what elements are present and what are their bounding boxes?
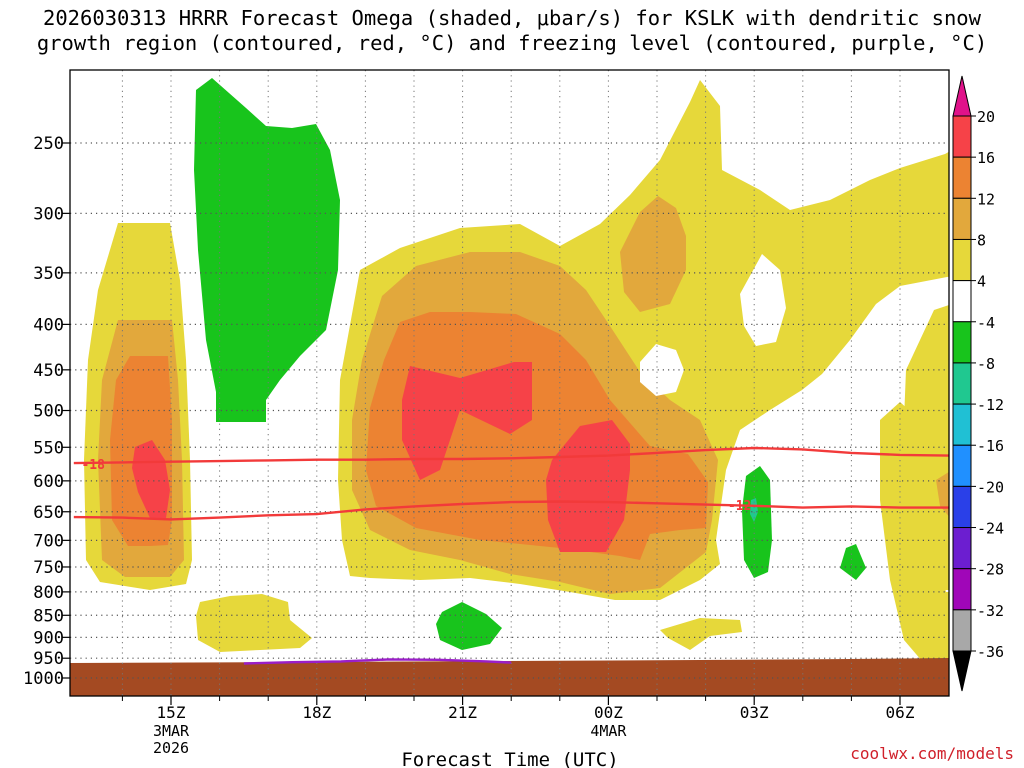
colorbar-label-10: -24	[977, 520, 1004, 538]
colorbar-label-7: -12	[977, 396, 1004, 414]
colorbar-label-11: -28	[977, 561, 1004, 579]
colorbar-segment-8	[952, 444, 972, 487]
omega-fill-main-16-20-b	[546, 420, 630, 552]
y-tick-label-850: 850	[33, 606, 64, 626]
omega-fill-right-lower-4-8	[880, 402, 949, 693]
colorbar-label-2: 12	[977, 190, 995, 208]
colorbar-segment-12	[952, 609, 972, 652]
omega-fill-lowband-1	[196, 594, 312, 652]
x-tick-sublabel-2026: 2026	[153, 739, 189, 757]
omega-fill-teal-right	[750, 498, 758, 522]
omega-fill-upper-8-12	[620, 196, 686, 312]
y-tick-label-500: 500	[33, 402, 64, 422]
y-tick-label-750: 750	[33, 558, 64, 578]
y-tick-label-350: 350	[33, 264, 64, 284]
colorbar-label-4: 4	[977, 273, 986, 291]
colorbar-segment-4	[952, 280, 972, 323]
omega-fill-left-16-20	[132, 440, 170, 518]
omega-fill-green-right	[742, 466, 772, 578]
contour-dgz-lower	[73, 500, 949, 521]
ground-surface	[70, 658, 949, 696]
x-tick-label-03Z: 03Z	[740, 703, 769, 722]
omega-fill-right-8-12	[936, 471, 949, 517]
y-axis: 2503003504004505005506006507007508008509…	[23, 134, 70, 689]
y-tick-label-450: 450	[33, 361, 64, 381]
colorbar-top-arrow	[952, 75, 972, 117]
omega-fill-green-small	[840, 544, 866, 580]
colorbar-segment-0	[952, 115, 972, 158]
y-tick-label-300: 300	[33, 204, 64, 224]
contour-freezing-level	[243, 658, 512, 665]
colorbar-label-6: -8	[977, 355, 995, 373]
x-tick-sublabel-3MAR: 3MAR	[153, 722, 190, 740]
colorbar-segment-1	[952, 156, 972, 199]
y-tick-label-1000: 1000	[23, 669, 64, 689]
colorbar: 20 16 12 8 4 -4 -8 -12 -16 -20 -24 -28 -32 -36	[952, 75, 1004, 692]
y-tick-label-950: 950	[33, 649, 64, 669]
colorbar-segment-6	[952, 362, 972, 405]
y-tick-label-400: 400	[33, 315, 64, 335]
x-tick-label-21Z: 21Z	[448, 703, 477, 722]
omega-fill-main-16-20-a	[402, 362, 532, 480]
contours: -18 -12	[73, 446, 949, 665]
colorbar-segment-9	[952, 485, 972, 529]
plot-area: -18 -12	[70, 70, 949, 696]
x-tick-label-06Z: 06Z	[886, 703, 915, 722]
x-axis-label: Forecast Time (UTC)	[401, 749, 618, 768]
y-tick-label-700: 700	[33, 531, 64, 551]
colorbar-label-9: -20	[977, 478, 1004, 496]
y-tick-label-800: 800	[33, 583, 64, 603]
omega-fill-green-top	[194, 78, 340, 422]
y-tick-label-600: 600	[33, 472, 64, 492]
gridlines	[70, 70, 949, 696]
colorbar-segment-7	[952, 403, 972, 446]
contour-label-dgz-lower: -12	[728, 499, 751, 514]
colorbar-label-3: 8	[977, 231, 986, 249]
y-tick-label-900: 900	[33, 628, 64, 648]
colorbar-bottom-arrow	[952, 650, 972, 692]
chart-title-line-1: 2026030313 HRRR Forecast Omega (shaded, …	[43, 6, 981, 30]
colorbar-label-5: -4	[977, 314, 995, 332]
credit-text: coolwx.com/models	[850, 744, 1014, 763]
colorbar-segment-2	[952, 197, 972, 240]
y-tick-label-250: 250	[33, 134, 64, 154]
colorbar-segment-3	[952, 238, 972, 282]
colorbar-segment-5	[952, 321, 972, 364]
x-tick-label-15Z: 15Z	[157, 703, 186, 722]
chart-title: 2026030313 HRRR Forecast Omega (shaded, …	[0, 6, 1024, 56]
contour-label-dgz-upper: -18	[81, 458, 105, 473]
omega-fill-lowband-2	[660, 618, 742, 650]
colorbar-label-0: 20	[977, 108, 995, 126]
colorbar-segment-11	[952, 568, 972, 611]
contour-dgz-upper	[73, 446, 949, 465]
x-tick-label-00Z: 00Z	[594, 703, 623, 722]
chart-title-line-2: growth region (contoured, red, °C) and f…	[36, 31, 988, 55]
y-tick-label-550: 550	[33, 438, 64, 458]
plot-frame	[69, 69, 950, 697]
x-tick-label-18Z: 18Z	[302, 703, 331, 722]
colorbar-label-1: 16	[977, 149, 995, 167]
colorbar-label-12: -32	[977, 602, 1004, 620]
x-tick-sublabel-4MAR: 4MAR	[590, 722, 627, 740]
omega-gap-hole-1	[740, 254, 786, 346]
colorbar-label-13: -36	[977, 643, 1004, 661]
omega-gap-hole-2	[640, 344, 684, 396]
colorbar-segment-10	[952, 527, 972, 570]
y-tick-label-650: 650	[33, 503, 64, 523]
omega-fill-green-mid	[436, 602, 502, 650]
colorbar-label-8: -16	[977, 437, 1004, 455]
